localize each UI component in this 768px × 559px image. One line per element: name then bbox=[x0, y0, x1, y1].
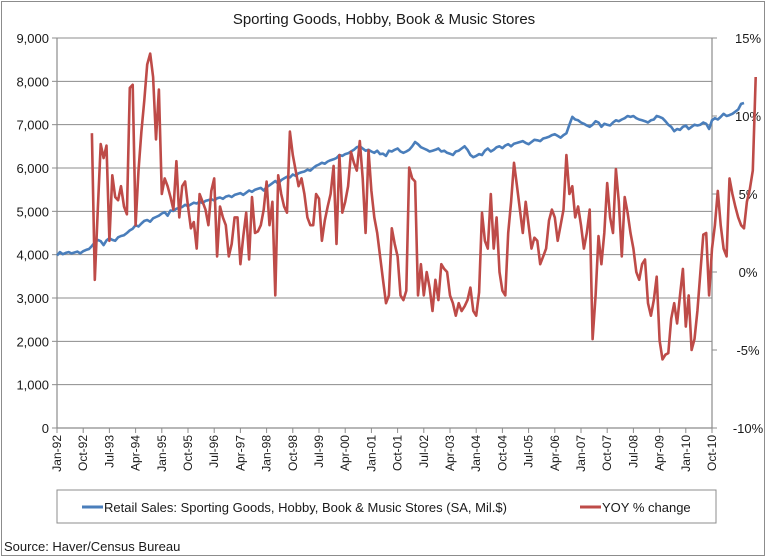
x-tick-label: Oct-01 bbox=[391, 435, 405, 471]
x-tick-label: Oct-07 bbox=[600, 435, 614, 471]
legend-box bbox=[56, 489, 717, 524]
right-tick-label: 10% bbox=[735, 109, 761, 124]
x-tick-label: Jan-10 bbox=[679, 435, 693, 472]
right-tick-label: -10% bbox=[733, 421, 764, 436]
series-line-retail-sales bbox=[56, 101, 745, 257]
x-tick-label: Jul-99 bbox=[312, 435, 326, 468]
x-tick-label: Oct-04 bbox=[495, 435, 509, 471]
left-tick-label: 6,000 bbox=[16, 161, 49, 176]
left-tick-label: 5,000 bbox=[16, 204, 49, 219]
source-note: Source: Haver/Census Bureau bbox=[4, 539, 180, 554]
left-tick-label: 4,000 bbox=[16, 248, 49, 263]
x-tick-label: Apr-94 bbox=[129, 435, 143, 471]
left-tick-label: 1,000 bbox=[16, 378, 49, 393]
x-tick-label: Apr-97 bbox=[233, 435, 247, 471]
series-line-yoy-change bbox=[90, 52, 757, 361]
right-tick-label: 15% bbox=[735, 31, 761, 46]
left-tick-label: 9,000 bbox=[16, 31, 49, 46]
legend-label-yoy: YOY % change bbox=[602, 500, 691, 515]
x-axis-ticks: Jan-92 Oct-92 Jul-93 Apr-94 Jan-95 Oct-95 Jul-… bbox=[50, 428, 719, 472]
series-group bbox=[56, 52, 757, 361]
chart-title: Sporting Goods, Hobby, Book & Music Stor… bbox=[233, 11, 535, 28]
right-tick-label: -5% bbox=[736, 343, 760, 358]
x-tick-label: Apr-00 bbox=[338, 435, 352, 471]
x-tick-label: Jul-93 bbox=[102, 435, 116, 468]
axes bbox=[56, 38, 713, 429]
x-tick-label: Jan-07 bbox=[574, 435, 588, 472]
x-tick-label: Jan-98 bbox=[260, 435, 274, 472]
x-tick-label: Jul-05 bbox=[522, 435, 536, 468]
x-tick-label: Jul-08 bbox=[626, 435, 640, 468]
x-tick-label: Apr-03 bbox=[443, 435, 457, 471]
x-tick-label: Jan-95 bbox=[155, 435, 169, 472]
x-tick-label: Oct-92 bbox=[76, 435, 90, 471]
x-tick-label: Jan-01 bbox=[364, 435, 378, 472]
left-tick-label: 2,000 bbox=[16, 334, 49, 349]
x-tick-label: Apr-06 bbox=[548, 435, 562, 471]
left-axis-ticks: 0 1,000 2,000 3,000 4,000 5,000 6,000 7,000 8,00… bbox=[16, 31, 57, 436]
left-tick-label: 7,000 bbox=[16, 118, 49, 133]
x-tick-label: Jul-02 bbox=[417, 435, 431, 468]
x-tick-label: Oct-95 bbox=[181, 435, 195, 471]
legend-label-sales: Retail Sales: Sporting Goods, Hobby, Boo… bbox=[104, 500, 507, 515]
left-tick-label: 8,000 bbox=[16, 74, 49, 89]
left-tick-label: 0 bbox=[42, 421, 49, 436]
x-tick-label: Jul-96 bbox=[207, 435, 221, 468]
x-tick-label: Jan-04 bbox=[469, 435, 483, 472]
right-tick-label: 0% bbox=[739, 265, 758, 280]
x-tick-label: Jan-92 bbox=[50, 435, 64, 472]
x-tick-label: Apr-09 bbox=[653, 435, 667, 471]
x-tick-label: Oct-10 bbox=[705, 435, 719, 471]
left-tick-label: 3,000 bbox=[16, 291, 49, 306]
legend-item-yoy: YOY % change bbox=[580, 500, 691, 515]
legend-item-sales: Retail Sales: Sporting Goods, Hobby, Boo… bbox=[82, 500, 507, 515]
x-tick-label: Oct-98 bbox=[286, 435, 300, 471]
